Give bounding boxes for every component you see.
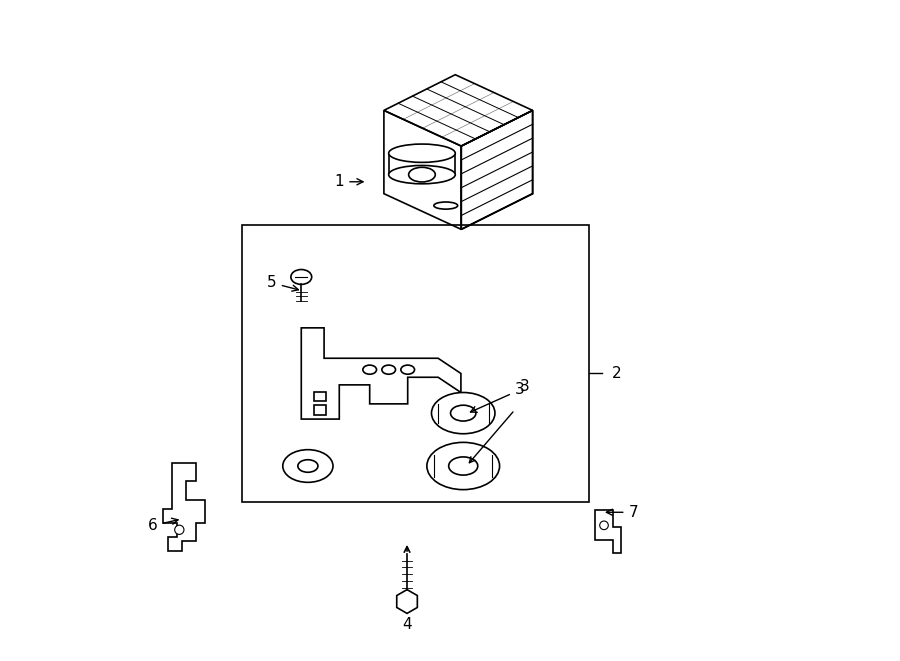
Text: 6: 6 [148, 518, 178, 533]
Text: 4: 4 [402, 617, 412, 632]
Ellipse shape [449, 457, 478, 475]
Ellipse shape [363, 365, 376, 374]
Ellipse shape [291, 270, 311, 284]
Text: 5: 5 [267, 276, 299, 292]
Text: 7: 7 [607, 505, 638, 520]
Ellipse shape [400, 365, 415, 374]
Text: 3: 3 [519, 379, 529, 394]
Text: 2: 2 [612, 366, 622, 381]
Ellipse shape [599, 521, 608, 529]
Polygon shape [397, 590, 418, 613]
Ellipse shape [431, 393, 495, 434]
Ellipse shape [451, 405, 476, 421]
Ellipse shape [389, 144, 455, 163]
Ellipse shape [175, 525, 184, 534]
FancyBboxPatch shape [314, 405, 327, 414]
Bar [242, 225, 589, 502]
Text: 1: 1 [335, 175, 363, 189]
Ellipse shape [427, 442, 500, 490]
Ellipse shape [434, 202, 458, 209]
FancyBboxPatch shape [314, 392, 327, 401]
Text: 3: 3 [471, 383, 525, 412]
Ellipse shape [283, 449, 333, 483]
Ellipse shape [382, 365, 395, 374]
Ellipse shape [389, 165, 455, 184]
